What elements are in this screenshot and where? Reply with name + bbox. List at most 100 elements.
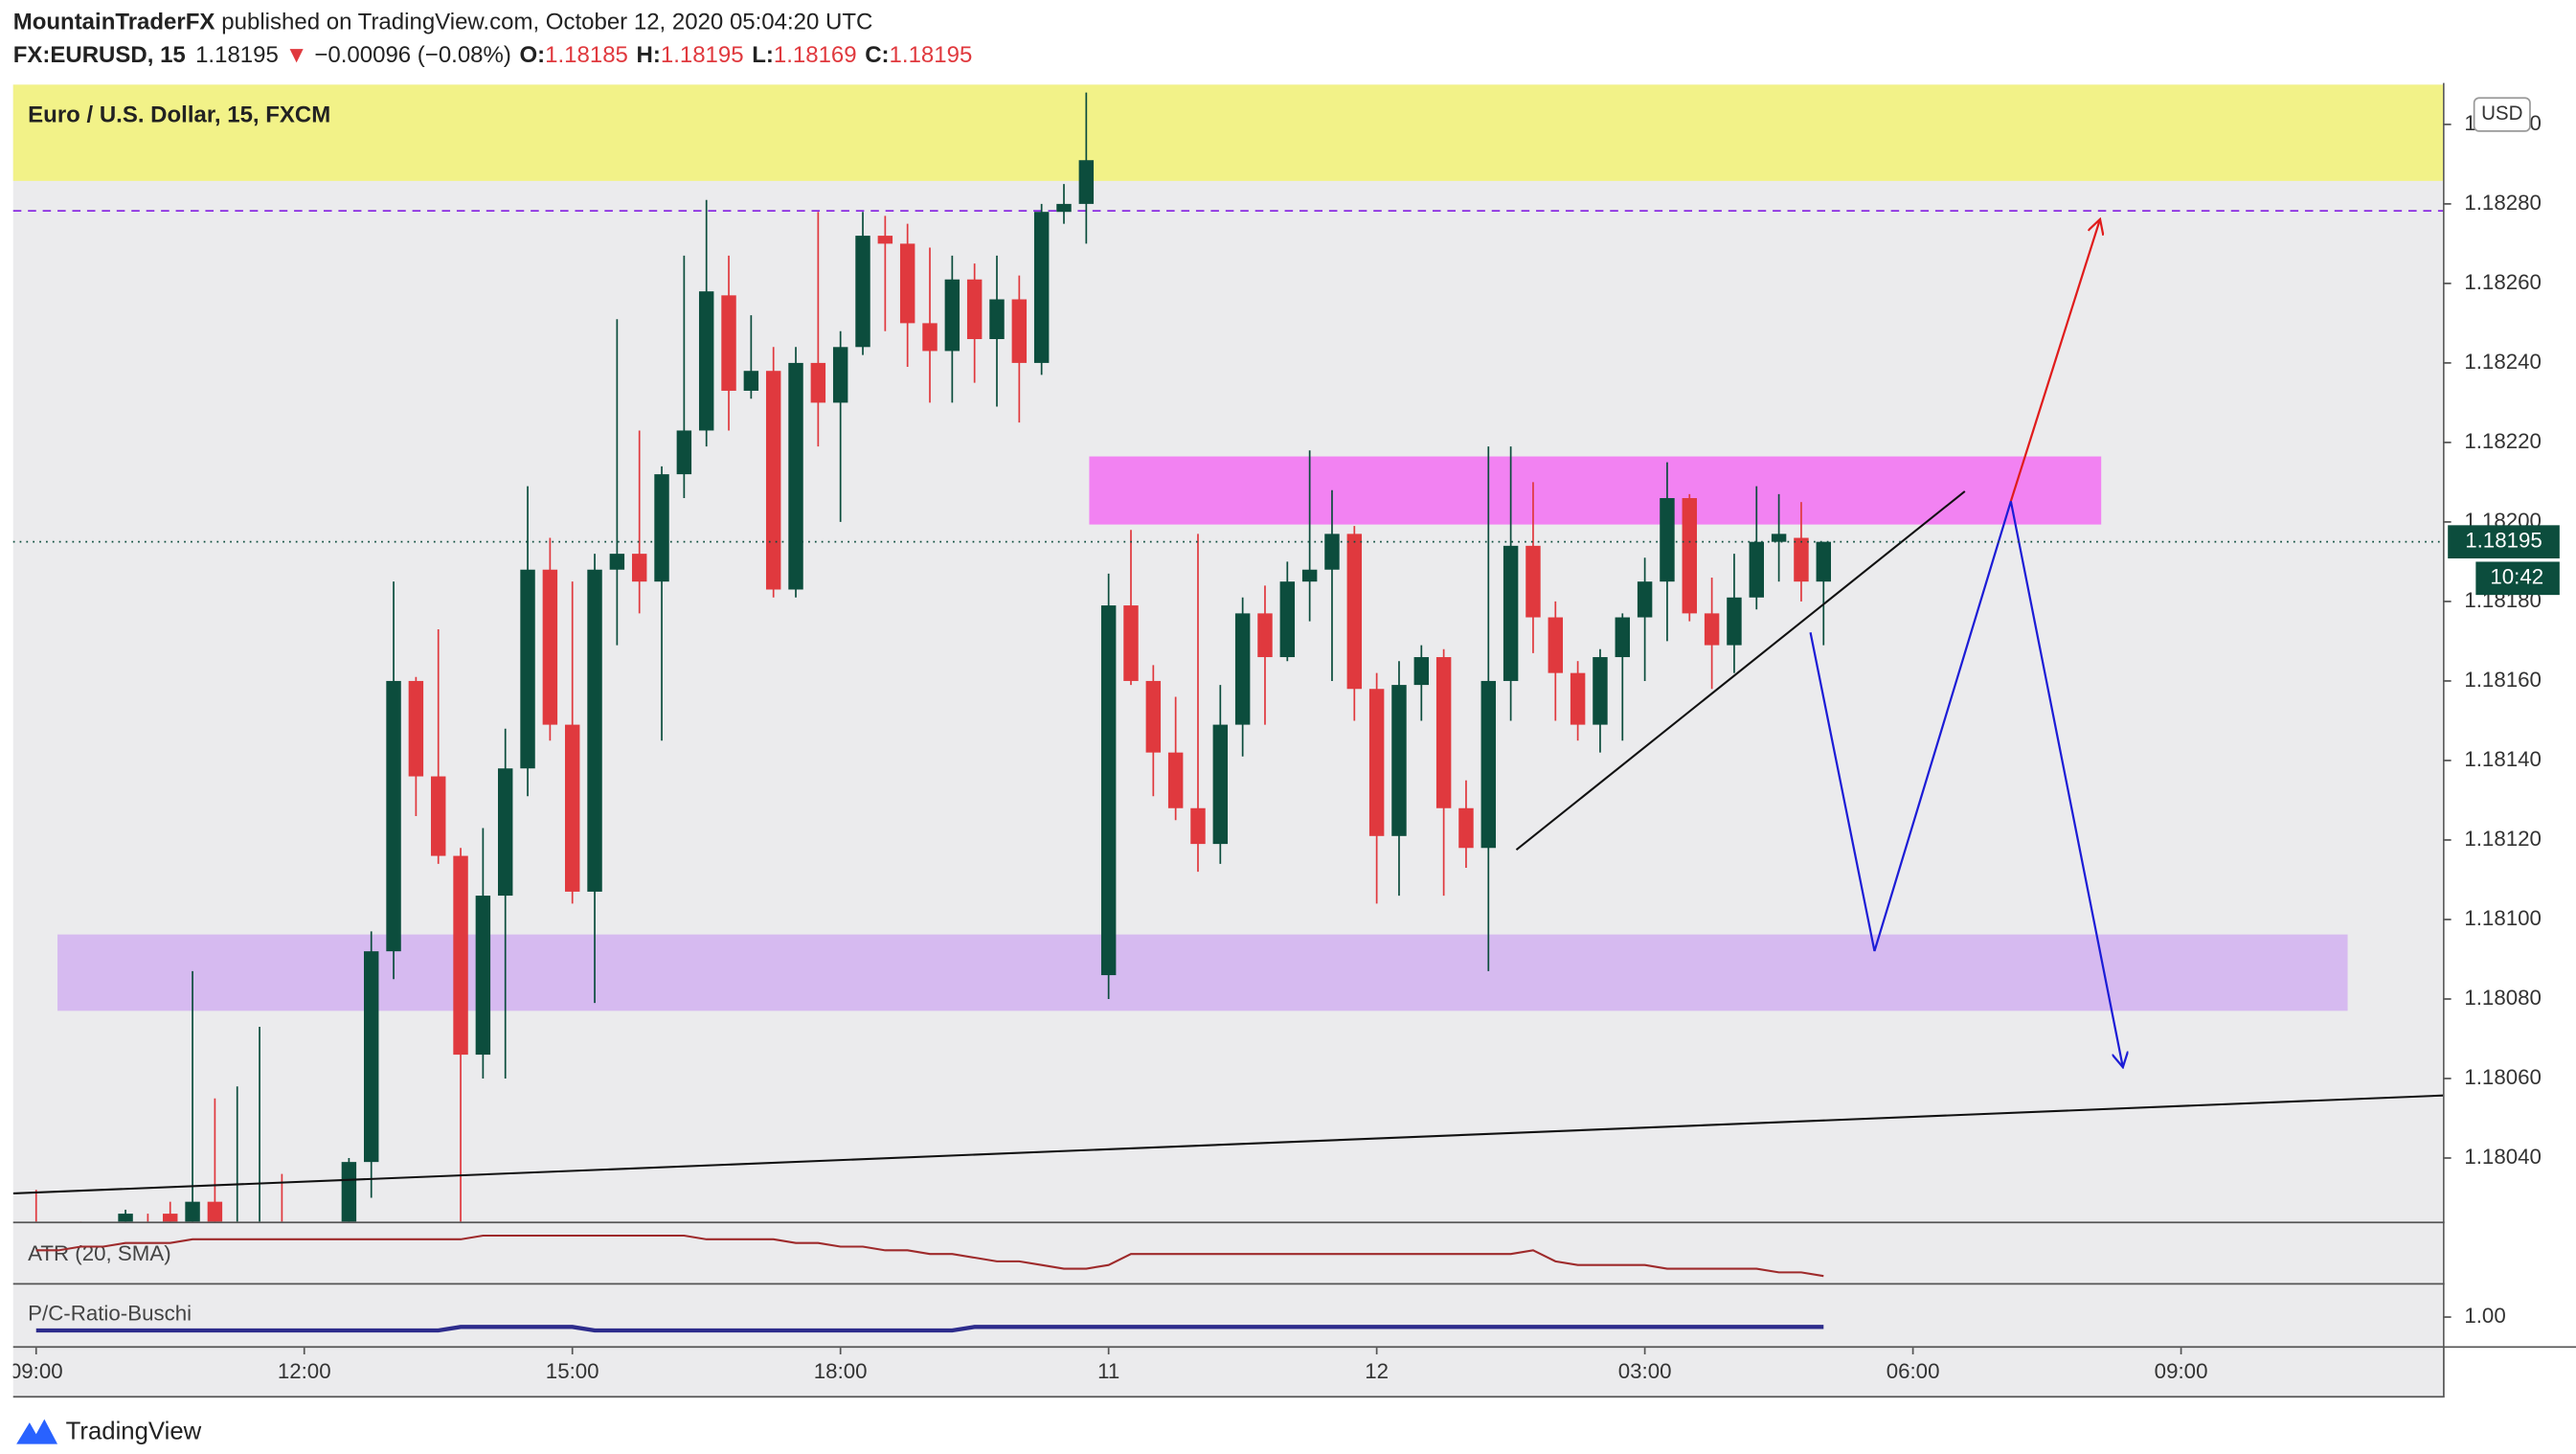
candle-body xyxy=(341,1162,357,1222)
candle-body xyxy=(1503,545,1519,681)
x-tick-label: 06:00 xyxy=(1887,1359,1940,1383)
candle-body xyxy=(899,243,915,324)
indicator-legend: P/C-Ratio-Buschi xyxy=(28,1301,192,1325)
symbol-line: FX:EURUSD, 15 1.18195 ▼ −0.00096 (−0.08%) O:… xyxy=(13,42,973,68)
chart-bg xyxy=(12,84,2444,1397)
candle-body xyxy=(1480,680,1497,849)
x-tick-label: 18:00 xyxy=(814,1359,868,1383)
x-tick-label: 11 xyxy=(1097,1359,1119,1383)
candle-body xyxy=(654,474,669,582)
x-tick-label: 09:00 xyxy=(10,1359,63,1383)
footer: TradingView xyxy=(16,1418,202,1444)
candle-body xyxy=(1727,597,1742,646)
candle-body xyxy=(564,724,580,892)
candle-body xyxy=(475,896,491,1056)
candle-body xyxy=(1816,541,1831,582)
candle-body xyxy=(676,430,692,475)
candle-body xyxy=(520,569,535,769)
candle-body xyxy=(1056,203,1072,213)
candle-body xyxy=(1190,807,1206,845)
candle-body xyxy=(944,279,960,352)
indicator-legend: ATR (20, SMA) xyxy=(28,1241,170,1265)
candle-body xyxy=(1458,807,1474,849)
x-tick-label: 09:00 xyxy=(2155,1359,2208,1383)
candle-body xyxy=(1033,212,1050,363)
candle-body xyxy=(1682,498,1698,614)
candle-body xyxy=(363,951,379,1163)
last-price-label: 1.18195 xyxy=(2465,529,2542,553)
y-tick-label: 1.18220 xyxy=(2464,429,2542,453)
indicator-line xyxy=(35,1234,1824,1278)
candle-body xyxy=(1011,299,1028,363)
frame xyxy=(12,82,2576,1398)
rising-trendline xyxy=(1515,490,1966,852)
publish-line: MountainTraderFX published on TradingView… xyxy=(13,10,873,35)
y-tick-label: 1.18120 xyxy=(2464,827,2542,851)
zones xyxy=(12,84,2444,1011)
candle-body xyxy=(631,554,647,582)
candle-body xyxy=(1391,685,1407,836)
y-tick-label: 1.18160 xyxy=(2464,668,2542,692)
candle-body xyxy=(542,569,558,725)
candle-body xyxy=(989,299,1005,340)
candle-body xyxy=(1660,498,1675,582)
candle-body xyxy=(1346,534,1363,690)
indicator-panes: ATR (20, SMA) P/C-Ratio-Buschi xyxy=(28,1234,1824,1333)
resistance-zone xyxy=(1089,456,2102,525)
candle-body xyxy=(1548,617,1564,673)
low-value: 1.18169 xyxy=(774,42,857,68)
open-value: 1.18185 xyxy=(545,42,628,68)
y-tick-label: 1.18080 xyxy=(2464,986,2542,1010)
symbol-legend: Euro / U.S. Dollar, 15, FXCM xyxy=(28,102,330,128)
candle-body xyxy=(1212,724,1229,845)
candle-body xyxy=(1368,689,1385,836)
high-key: H: xyxy=(637,42,661,68)
brand: TradingView xyxy=(66,1418,202,1444)
supply-zone xyxy=(12,84,2444,181)
author: MountainTraderFX xyxy=(13,10,215,35)
low-key: L: xyxy=(752,42,774,68)
candle-body xyxy=(966,279,983,340)
candle-body xyxy=(743,371,759,391)
change: −0.00096 (−0.08%) xyxy=(314,42,511,68)
y-tick-label: 1.00 xyxy=(2464,1304,2505,1328)
candle-body xyxy=(408,680,424,777)
candle-body xyxy=(1794,537,1809,582)
candle-body xyxy=(430,776,446,856)
drawings xyxy=(12,220,2444,1194)
x-tick-label: 15:00 xyxy=(546,1359,599,1383)
y-tick-label: 1.18280 xyxy=(2464,191,2542,215)
candle-body xyxy=(163,1214,178,1222)
long-trendline xyxy=(12,1094,2444,1194)
logo-icon xyxy=(16,1419,58,1444)
candles xyxy=(34,92,1831,1222)
candle-body xyxy=(1301,569,1318,582)
candle-body xyxy=(1324,534,1340,570)
time-axis: 09:00 12:00 15:00 18:00 11 12 03:00 06:00 09:00 xyxy=(10,1348,2208,1383)
y-tick-label: 1.18140 xyxy=(2464,747,2542,771)
high-value: 1.18195 xyxy=(661,42,744,68)
last: 1.18195 xyxy=(195,42,279,68)
candle-body xyxy=(1078,160,1095,204)
candle-body xyxy=(1637,581,1653,618)
symbol: FX:EURUSD, 15 xyxy=(13,42,186,68)
open-key: O: xyxy=(519,42,545,68)
candle-body xyxy=(1704,613,1720,646)
candle-body xyxy=(185,1201,200,1222)
candle-body xyxy=(1413,657,1430,686)
countdown-box xyxy=(2475,561,2560,596)
candle-body xyxy=(386,680,401,952)
candle-body xyxy=(1435,657,1452,808)
y-tick-label: 1.18260 xyxy=(2464,270,2542,294)
last-price-box xyxy=(2448,525,2560,559)
candle-body xyxy=(1100,605,1117,976)
candle-body xyxy=(1570,672,1586,725)
candle-body xyxy=(1145,680,1162,753)
overlay: 1.18195 10:42 USD xyxy=(12,97,2560,596)
candle-body xyxy=(118,1214,133,1222)
candle-body xyxy=(1257,613,1273,658)
candle-body xyxy=(1615,617,1631,658)
candle-body xyxy=(1123,605,1139,681)
candle-body xyxy=(788,362,803,590)
